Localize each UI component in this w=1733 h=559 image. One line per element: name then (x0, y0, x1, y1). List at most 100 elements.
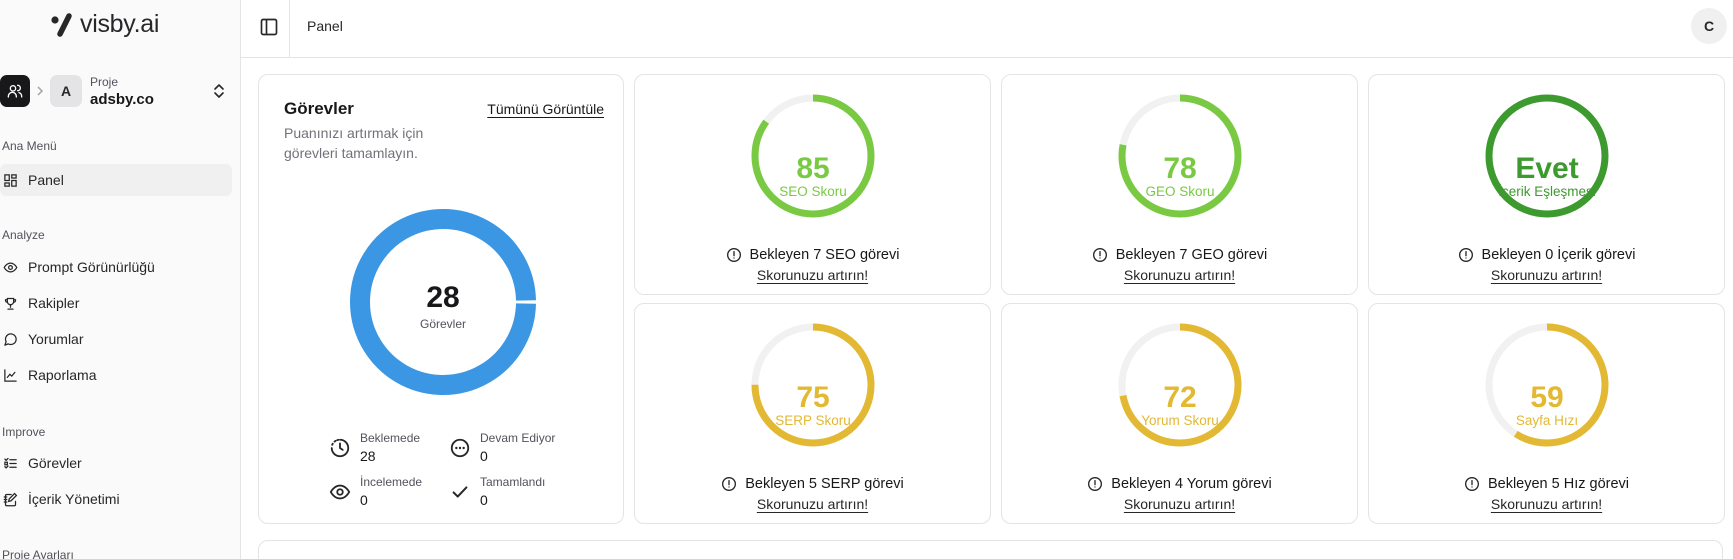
pending-text: Bekleyen 7 GEO görevi (1115, 247, 1268, 263)
sidebar-item-reviews[interactable]: Yorumlar (0, 323, 232, 355)
score-value: 59 (1530, 381, 1564, 414)
notebook-pen-icon (3, 492, 18, 506)
score-value: 78 (1163, 152, 1197, 185)
score-value: 75 (796, 381, 830, 414)
chart-icon (4, 368, 17, 382)
project-info: Proje adsby.co (90, 75, 154, 108)
score-gauge: 72 Yorum Skoru (1115, 320, 1245, 450)
dashboard-icon (4, 173, 17, 187)
improve-score-link[interactable]: Skorunuzu artırın! (1490, 496, 1603, 512)
score-card-1: 78 GEO Skoru Bekleyen 7 GEO görevi Skoru… (1001, 74, 1358, 295)
list-todo-icon (4, 457, 17, 469)
brand-name: visby.ai (80, 10, 160, 38)
score-card-2: Evet İçerik Eşleşmesi Bekleyen 0 İçerik … (1368, 74, 1725, 295)
section-label-project-settings: Proje Ayarları (2, 548, 74, 559)
project-caption: Proje (90, 74, 119, 89)
stat-pending: Beklemede 28 (329, 431, 420, 464)
tasks-total-label: Görevler (419, 317, 466, 331)
sidebar-item-label: Görevler (28, 455, 82, 471)
pending-text: Bekleyen 5 SERP görevi (745, 476, 904, 492)
gauge-arc (751, 94, 875, 218)
improve-score-link[interactable]: Skorunuzu artırın! (1123, 267, 1236, 283)
sidebar-item-label: Panel (28, 172, 64, 188)
stat-done: Tamamlandı 0 (449, 475, 545, 508)
view-all-link[interactable]: Tümünü Görüntüle (487, 101, 604, 117)
header-divider (289, 0, 290, 58)
gauge-arc (1485, 323, 1609, 447)
sidebar-item-content-management[interactable]: İçerik Yönetimi (0, 483, 232, 515)
score-value: 72 (1163, 381, 1197, 414)
score-gauge: 85 SEO Skoru (748, 91, 878, 221)
alert-circle-icon (1458, 248, 1473, 262)
score-value: Evet (1515, 152, 1579, 185)
visby-logo-icon (51, 12, 72, 37)
section-label-main-menu: Ana Menü (2, 139, 57, 153)
score-card-5: 59 Sayfa Hızı Bekleyen 5 Hız görevi Skor… (1368, 303, 1725, 524)
pending-text: Bekleyen 4 Yorum görevi (1111, 476, 1272, 492)
tasks-subtitle: Puanınızı artırmak için görevleri tamaml… (284, 125, 424, 161)
pending-tasks: Bekleyen 5 Hız görevi (1369, 476, 1724, 492)
score-card-4: 72 Yorum Skoru Bekleyen 4 Yorum görevi S… (1001, 303, 1358, 524)
sidebar-toggle-icon[interactable] (259, 17, 279, 37)
sidebar-item-label: Rakipler (28, 295, 80, 311)
message-icon (4, 332, 17, 346)
improve-score-link[interactable]: Skorunuzu artırın! (1490, 267, 1603, 283)
breadcrumb[interactable]: Panel (307, 18, 343, 34)
sidebar-item-label: Yorumlar (28, 331, 84, 347)
trophy-icon (4, 297, 17, 310)
alert-circle-icon (1088, 477, 1103, 491)
stat-label: Tamamlandı (480, 475, 546, 489)
project-switcher[interactable]: A Proje adsby.co (0, 74, 232, 108)
pending-tasks: Bekleyen 7 GEO görevi (1002, 247, 1357, 263)
alert-circle-icon (726, 248, 741, 262)
gauge-arc (751, 323, 875, 447)
gauge-arc (1118, 323, 1242, 447)
brand-logo[interactable]: visby.ai (50, 10, 159, 39)
sidebar-item-prompt-visibility[interactable]: Prompt Görünürlüğü (0, 251, 232, 283)
sidebar: visby.ai A Proje adsby.co Ana Menü (0, 0, 241, 559)
alert-circle-icon (1092, 248, 1107, 262)
score-label: Sayfa Hızı (1515, 413, 1579, 428)
score-label: Yorum Skoru (1141, 413, 1219, 428)
sidebar-item-competitors[interactable]: Rakipler (0, 287, 232, 319)
pending-tasks: Bekleyen 5 SERP görevi (635, 476, 990, 492)
project-name: adsby.co (90, 90, 154, 108)
score-gauge: 59 Sayfa Hızı (1482, 320, 1612, 450)
improve-score-link[interactable]: Skorunuzu artırın! (1123, 496, 1236, 512)
score-label: SEO Skoru (779, 184, 847, 199)
tasks-donut-chart (350, 209, 536, 395)
improve-score-link[interactable]: Skorunuzu artırın! (756, 496, 869, 512)
section-label-analyze: Analyze (2, 228, 45, 242)
stat-in-progress: Devam Ediyor 0 (449, 431, 555, 464)
pending-text: Bekleyen 7 SEO görevi (749, 247, 900, 263)
pending-text: Bekleyen 5 Hız görevi (1487, 476, 1630, 492)
section-label-improve: Improve (2, 425, 46, 439)
user-avatar[interactable]: C (1691, 8, 1727, 44)
tasks-total: 28 (426, 281, 460, 314)
stat-value: 0 (360, 492, 368, 508)
score-label: SERP Skoru (775, 413, 851, 428)
score-card-0: 85 SEO Skoru Bekleyen 7 SEO görevi Skoru… (634, 74, 991, 295)
users-icon (7, 84, 23, 98)
improve-score-link[interactable]: Skorunuzu artırın! (756, 267, 869, 283)
score-label: GEO Skoru (1145, 184, 1215, 199)
stat-value: 28 (360, 448, 376, 464)
stat-label: Devam Ediyor (480, 431, 556, 445)
alert-circle-icon (722, 477, 737, 491)
stat-value: 0 (480, 448, 488, 464)
stat-value: 0 (480, 492, 488, 508)
tasks-card: Görevler Puanınızı artırmak için görevle… (258, 74, 624, 524)
sidebar-item-panel[interactable]: Panel (0, 164, 232, 196)
team-button[interactable] (0, 75, 30, 107)
stat-label: Beklemede (360, 431, 421, 445)
stat-label: İncelemede (360, 475, 423, 489)
pending-tasks: Bekleyen 7 SEO görevi (635, 247, 990, 263)
chevrons-up-down-icon (214, 84, 224, 98)
gauge-arc (1485, 94, 1609, 218)
sidebar-item-reporting[interactable]: Raporlama (0, 359, 232, 391)
pending-tasks: Bekleyen 0 İçerik görevi (1369, 247, 1724, 263)
sidebar-item-tasks[interactable]: Görevler (0, 447, 232, 479)
pending-text: Bekleyen 0 İçerik görevi (1481, 247, 1636, 263)
circle-ellipsis-icon (450, 438, 470, 458)
